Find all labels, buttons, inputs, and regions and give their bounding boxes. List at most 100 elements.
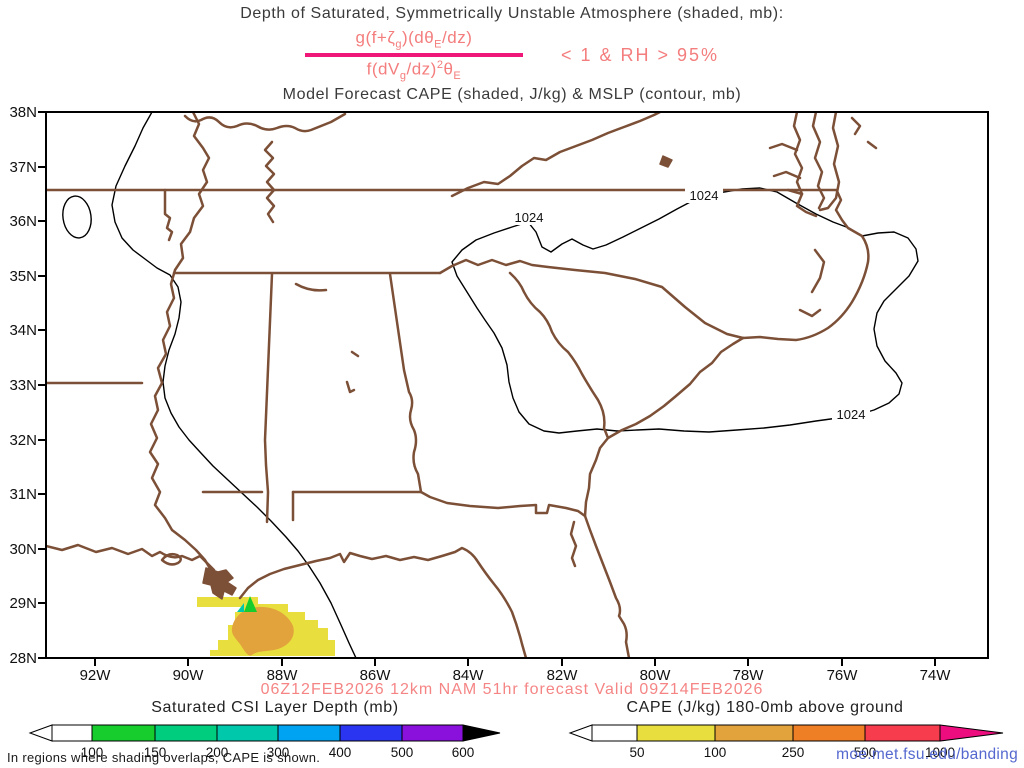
csi-tick: 500 (391, 745, 414, 760)
savannah-river (508, 271, 610, 440)
sc-coast (606, 336, 745, 440)
contour-label-1024-a: 1024 (515, 210, 544, 225)
va-river-1 (768, 142, 799, 152)
tennessee-river-bends (263, 140, 276, 224)
colorbars: 100 150 200 300 400 500 600 50 100 250 5… (28, 724, 1004, 760)
mississippi-river (148, 112, 214, 574)
delmarva-ocean-side (818, 112, 841, 212)
ga-coast (583, 436, 610, 518)
formula-fraction: g(f+ζg)(dθE/dz) f(dVg/dz)2θE (304, 28, 523, 82)
lon-label: 86W (360, 667, 392, 682)
contour-1024-east (451, 187, 919, 434)
lat-label: 28N (9, 650, 37, 667)
lat-label: 34N (9, 322, 37, 339)
chesapeake-west-shore (792, 112, 818, 218)
overlap-note: In regions where shading overlaps, CAPE … (7, 750, 321, 765)
va-river-3 (786, 188, 804, 196)
cape-tick: 500 (854, 745, 877, 760)
va-river-2 (772, 170, 802, 180)
suwannee-river (569, 520, 578, 568)
formula-condition: < 1 & RH > 95% (560, 44, 720, 65)
ohio-river (183, 112, 347, 133)
contour-1024-west (111, 112, 357, 658)
pamlico-sound (798, 308, 822, 318)
csi-underflow-arrow (28, 724, 53, 742)
csi-overflow-arrow (462, 724, 501, 742)
lat-label: 32N (9, 432, 37, 449)
geography (46, 112, 878, 658)
cape-colorbar-ticks: 50 100 250 500 1000 (629, 745, 955, 760)
forecast-valid-line: 06Z12FEB2026 12km NAM 51hr forecast Vali… (260, 681, 764, 698)
gulf-coast-east (238, 546, 528, 658)
chesapeake-east-shore (811, 112, 826, 210)
header: Depth of Saturated, Symmetrically Unstab… (0, 5, 1024, 104)
lat-label: 31N (9, 486, 37, 503)
csi-seg-200-300 (216, 724, 279, 742)
shaded-fields (197, 596, 335, 656)
csi-colorbar-ticks: 100 150 200 300 400 500 600 (81, 745, 475, 760)
lon-label: 92W (80, 667, 112, 682)
tn-river-squiggle (294, 282, 328, 292)
lat-label: 29N (9, 595, 37, 612)
contour-label-halo (510, 210, 548, 225)
csi-seg-300-400 (277, 724, 341, 742)
cape-tick: 50 (629, 745, 644, 760)
nc-coast-outer-banks (741, 189, 870, 342)
csi-tick: 600 (452, 745, 475, 760)
lon-label: 90W (173, 667, 205, 682)
csi-formula: g(f+ζg)(dθE/dz) f(dVg/dz)2θE < 1 & RH > … (0, 26, 1024, 84)
cape-colorbar-title: CAPE (J/kg) 180-0mb above ground (626, 699, 904, 716)
lat-label: 36N (9, 213, 37, 230)
csi-seg-100-150 (91, 724, 156, 742)
lat-label: 38N (9, 104, 37, 121)
formula-denominator: f(dVg/dz)2θE (366, 58, 462, 82)
mississippi-delta (202, 567, 237, 600)
contour-label-halo (685, 188, 723, 203)
fl-atlantic-coast (583, 514, 631, 658)
cape-colorbar (568, 724, 1004, 742)
csi-shade-200-300 (237, 603, 244, 612)
lon-label: 82W (547, 667, 579, 682)
page-title: Depth of Saturated, Symmetrically Unstab… (240, 5, 784, 22)
contour-label-1024-c: 1024 (837, 407, 866, 422)
csi-seg-500-600 (401, 724, 464, 742)
map-frame (45, 111, 989, 659)
cape-seg-50-100 (636, 724, 716, 742)
csi-tick: 150 (144, 745, 167, 760)
small-lake (659, 155, 673, 168)
ms-al-border (263, 272, 274, 524)
csi-seg-400-500 (339, 724, 403, 742)
lake-pontchartrain (160, 552, 182, 566)
cape-seg-250-500 (792, 724, 866, 742)
lon-label: 88W (267, 667, 299, 682)
lon-label: 84W (453, 667, 485, 682)
lat-label: 35N (9, 268, 37, 285)
wv-va-ridge-border (450, 112, 662, 198)
cape-tick: 250 (782, 745, 805, 760)
lon-label: 76W (827, 667, 859, 682)
csi-shade-100-150 (244, 596, 257, 612)
csi-colorbar (28, 724, 501, 742)
csi-tick: 400 (329, 745, 352, 760)
cape-tick: 100 (704, 745, 727, 760)
cape-seg-500-1000 (864, 724, 941, 742)
csi-tick: 300 (267, 745, 290, 760)
gulf-coast-west (46, 543, 216, 572)
lat-label: 30N (9, 541, 37, 558)
fraction-bar (304, 52, 523, 57)
contour-label-halo (832, 407, 870, 422)
cape-seg-100-250 (714, 724, 794, 742)
missouri-bootheel (163, 188, 174, 242)
csi-underflow-seg (51, 724, 93, 742)
page-subtitle: Model Forecast CAPE (shaded, J/kg) & MSL… (282, 86, 742, 103)
lon-label: 78W (733, 667, 765, 682)
formula-numerator: g(f+ζg)(dθE/dz) (355, 28, 473, 51)
axis-ticks (38, 111, 936, 666)
lat-label: 33N (9, 377, 37, 394)
al-ga-border (388, 272, 423, 494)
csi-colorbar-title: Saturated CSI Layer Depth (mb) (151, 699, 399, 716)
al-river-mark-2 (345, 380, 356, 394)
site-link[interactable]: moe.met.fsu.edu/banding (836, 746, 1018, 763)
contour-labels: 1024 1024 1024 (510, 188, 870, 422)
tn-nc-sc-border (438, 258, 745, 340)
